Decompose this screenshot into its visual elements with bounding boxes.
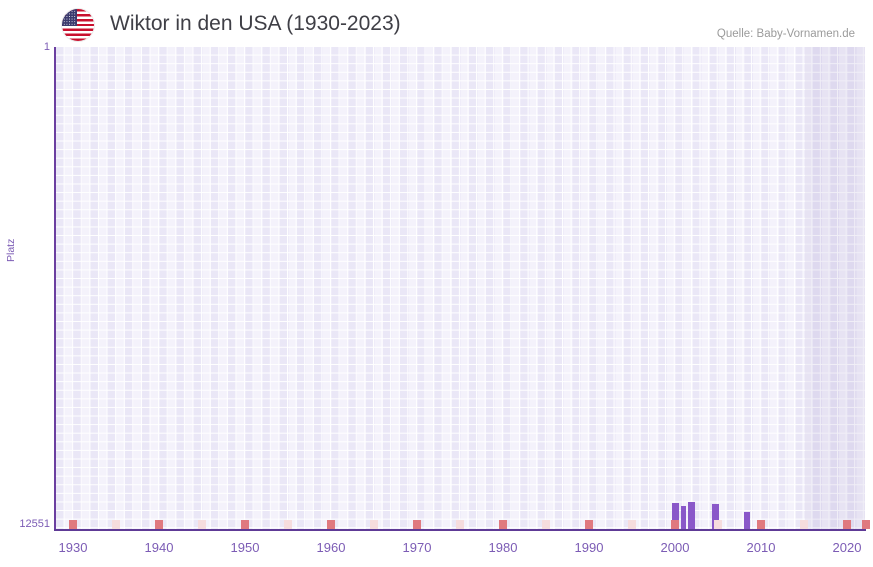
flag-canton bbox=[62, 9, 77, 27]
grid-lines bbox=[56, 47, 865, 530]
y-axis-title: Platz bbox=[5, 238, 17, 262]
x-tick-label-1950: 1950 bbox=[230, 540, 260, 555]
bar-2015 bbox=[743, 511, 750, 530]
x-tick-mark bbox=[283, 520, 293, 529]
x-tick-mark bbox=[326, 520, 336, 529]
x-tick-mark bbox=[240, 520, 250, 529]
y-axis-line bbox=[54, 47, 56, 530]
x-tick-label-1990: 1990 bbox=[574, 540, 604, 555]
x-tick-mark bbox=[369, 520, 379, 529]
y-axis-tick-bottom: 12551 bbox=[19, 518, 50, 530]
x-tick-mark bbox=[412, 520, 422, 529]
x-tick-mark bbox=[670, 520, 680, 529]
bar-2006 bbox=[671, 502, 679, 530]
x-tick-mark bbox=[498, 520, 508, 529]
y-axis-tick-top: 1 bbox=[43, 41, 50, 53]
x-tick-mark bbox=[627, 520, 637, 529]
bar-2008 bbox=[687, 501, 695, 530]
x-tick-mark bbox=[756, 520, 766, 529]
x-tick-mark bbox=[197, 520, 207, 529]
x-tick-mark bbox=[799, 520, 809, 529]
x-tick-label-2000: 2000 bbox=[660, 540, 690, 555]
x-tick-mark bbox=[713, 520, 723, 529]
x-tick-mark bbox=[584, 520, 594, 529]
x-tick-label-1960: 1960 bbox=[316, 540, 346, 555]
x-tick-mark bbox=[541, 520, 551, 529]
x-tick-label-1940: 1940 bbox=[144, 540, 174, 555]
x-tick-label-2010: 2010 bbox=[746, 540, 776, 555]
x-tick-mark bbox=[68, 520, 78, 529]
x-tick-label-1930: 1930 bbox=[58, 540, 88, 555]
x-tick-label-1970: 1970 bbox=[402, 540, 432, 555]
x-tick-mark bbox=[861, 520, 871, 529]
chart-title: Wiktor in den USA (1930-2023) bbox=[110, 12, 401, 35]
x-tick-mark bbox=[842, 520, 852, 529]
recent-years-shade bbox=[805, 47, 865, 530]
us-flag-icon bbox=[62, 9, 94, 41]
chart-header: Wiktor in den USA (1930-2023) Quelle: Ba… bbox=[0, 0, 873, 47]
x-axis-line bbox=[54, 529, 866, 531]
x-tick-label-2020: 2020 bbox=[832, 540, 862, 555]
x-tick-label-1980: 1980 bbox=[488, 540, 518, 555]
source-label: Quelle: Baby-Vornamen.de bbox=[716, 28, 855, 40]
bar-2011 bbox=[711, 503, 719, 530]
x-tick-mark bbox=[154, 520, 164, 529]
x-tick-mark bbox=[455, 520, 465, 529]
bar-2007 bbox=[680, 506, 686, 530]
chart-plot-area bbox=[56, 47, 865, 530]
x-tick-mark bbox=[111, 520, 121, 529]
